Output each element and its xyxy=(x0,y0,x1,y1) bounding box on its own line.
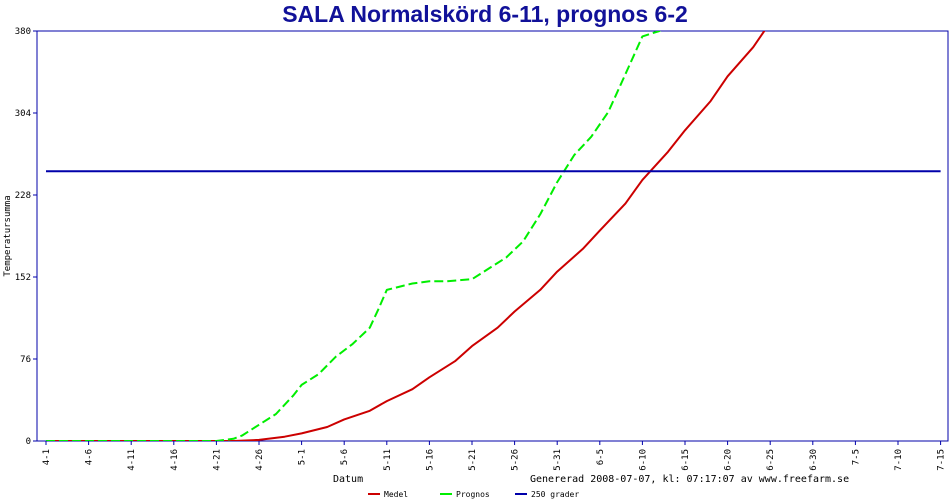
generated-note: Genererad 2008-07-07, kl: 07:17:07 av ww… xyxy=(530,474,849,485)
x-tick-label: 5-26 xyxy=(511,449,521,471)
x-tick-label: 6-10 xyxy=(638,449,648,471)
plot-frame xyxy=(36,30,949,442)
x-tick-label: 7-5 xyxy=(851,449,861,465)
x-tick-label: 4-16 xyxy=(170,449,180,471)
legend: Medel Prognos 250 grader xyxy=(368,490,579,499)
y-axis-label: Temperatursumma xyxy=(3,195,13,276)
x-axis-label: Datum xyxy=(333,474,363,485)
legend-label: Prognos xyxy=(456,490,490,499)
x-tick-label: 6-5 xyxy=(596,449,606,465)
x-tick-label: 6-25 xyxy=(766,449,776,471)
legend-label: 250 grader xyxy=(531,490,579,499)
y-tick-label: 380 xyxy=(15,27,31,37)
y-axis: 0 76 152 228 304 380 xyxy=(15,27,37,447)
x-tick-label: 5-1 xyxy=(298,449,308,465)
x-tick-label: 7-10 xyxy=(894,449,904,471)
y-tick-label: 76 xyxy=(20,355,31,365)
x-tick-label: 4-26 xyxy=(255,449,265,471)
series-line-medel xyxy=(46,31,766,441)
y-tick-label: 228 xyxy=(15,191,31,201)
x-tick-label: 4-21 xyxy=(212,449,222,471)
series-layer xyxy=(46,31,941,441)
x-tick-label: 5-6 xyxy=(340,449,350,465)
x-axis: 4-1 4-6 4-11 4-16 4-21 4-26 5-1 5-6 5-11 5-16 5-21… xyxy=(42,441,947,471)
y-tick-label: 0 xyxy=(26,437,31,447)
x-tick-label: 4-6 xyxy=(85,449,95,465)
chart-title: SALA Normalskörd 6-11, prognos 6-2 xyxy=(282,1,688,27)
y-tick-label: 304 xyxy=(15,109,31,119)
x-tick-label: 5-31 xyxy=(553,449,563,471)
series-line-prognos xyxy=(46,31,662,441)
y-tick-label: 152 xyxy=(15,273,31,283)
x-tick-label: 5-11 xyxy=(383,449,393,471)
x-tick-label: 5-21 xyxy=(468,449,478,471)
x-tick-label: 4-1 xyxy=(42,449,52,465)
plot-area xyxy=(36,30,949,442)
x-tick-label: 5-16 xyxy=(425,449,435,471)
x-tick-label: 6-15 xyxy=(681,449,691,471)
x-tick-label: 7-15 xyxy=(937,449,947,471)
x-tick-label: 6-20 xyxy=(724,449,734,471)
legend-label: Medel xyxy=(384,490,408,499)
x-tick-label: 6-30 xyxy=(809,449,819,471)
x-tick-label: 4-11 xyxy=(127,449,137,471)
